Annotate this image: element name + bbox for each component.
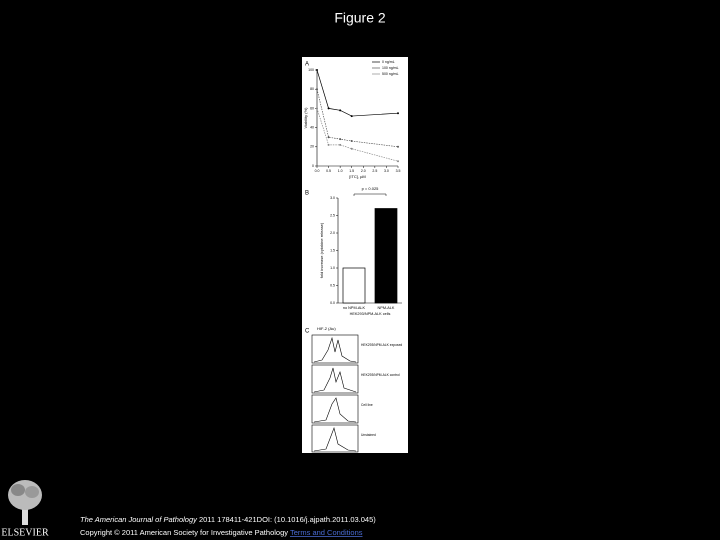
- point: [339, 109, 342, 112]
- citation: The American Journal of Pathology 2011 1…: [80, 515, 376, 524]
- x-tick-label: 2.0: [361, 169, 366, 173]
- y-tick-label: 1.0: [330, 266, 335, 270]
- bar: [342, 267, 366, 304]
- y-tick-label: 0.5: [330, 283, 335, 287]
- group-label: HEK293/NPM-ALK cells: [350, 312, 391, 316]
- x-tick-label: NPM-ALK: [378, 306, 395, 310]
- x-tick-label: 0.5: [326, 169, 331, 173]
- point: [397, 145, 399, 148]
- y-tick-label: 80: [310, 87, 314, 91]
- point: [339, 143, 342, 146]
- point: [327, 107, 330, 110]
- y-tick-label: 100: [308, 68, 314, 72]
- x-axis-label: [ITC], µM: [349, 174, 366, 179]
- significance-bracket: [353, 193, 387, 196]
- point: [327, 136, 330, 139]
- x-tick-label: 3.0: [384, 169, 389, 173]
- logo-text: ELSEVIER: [1, 527, 49, 538]
- y-tick-label: 2.0: [330, 231, 335, 235]
- annotation: p = 0.025: [362, 186, 380, 191]
- terms-link[interactable]: Terms and Conditions: [290, 528, 363, 537]
- point: [316, 88, 318, 91]
- x-tick-label: 3.5: [396, 169, 401, 173]
- x-tick-label: 2.5: [372, 169, 377, 173]
- point: [397, 112, 399, 115]
- y-tick-label: 2.5: [330, 213, 335, 217]
- y-tick-label: 1.5: [330, 248, 335, 252]
- row-label: Unstained: [361, 433, 376, 437]
- y-tick-label: 40: [310, 126, 314, 130]
- citation-details: 2011 178411-421DOI: (10.1016/j.ajpath.20…: [197, 515, 376, 524]
- bar: [374, 208, 398, 304]
- y-tick-label: 20: [310, 145, 314, 149]
- journal: The American Journal of Pathology: [80, 515, 198, 524]
- row-label: Cell line: [361, 403, 373, 407]
- y-tick-label: 60: [310, 106, 314, 110]
- copyright: Copyright © 2011 American Society for In…: [80, 528, 363, 537]
- y-tick-label: 0.0: [330, 301, 335, 305]
- panel-label: B: [305, 191, 309, 197]
- point: [316, 107, 318, 110]
- series-line: [316, 108, 399, 162]
- y-tick-label: 0: [312, 164, 314, 168]
- x-tick-label: 1.0: [338, 169, 343, 173]
- point: [316, 69, 318, 71]
- panel-c-axis-title: HIF-2 (Au): [317, 326, 336, 331]
- x-tick-label: 1.5: [349, 169, 354, 173]
- copyright-text: Copyright © 2011 American Society for In…: [80, 528, 290, 537]
- histograms: [311, 334, 359, 453]
- slide-title: Figure 2: [334, 10, 386, 26]
- point: [350, 115, 353, 118]
- logo-tree: [8, 480, 42, 525]
- panel-label: C: [305, 329, 310, 335]
- legend-label: 0 ng/mL: [382, 60, 395, 64]
- y-tick-label: 3.0: [330, 196, 335, 200]
- row-label: HEK293/NPM-ALK control: [361, 373, 400, 377]
- panel-label: A: [305, 62, 309, 68]
- x-tick-label: no NPM-ALK: [343, 306, 366, 310]
- y-axis-label: fold increase (cytokine release): [319, 222, 324, 278]
- legend-label: 500 ng/mL: [382, 72, 399, 76]
- point: [327, 143, 330, 146]
- point: [350, 147, 353, 150]
- point: [350, 140, 353, 143]
- point: [397, 160, 399, 163]
- point: [339, 138, 342, 141]
- x-tick-label: 0.0: [315, 169, 320, 173]
- row-label: HEK293/NPM-ALK exposed: [361, 343, 402, 347]
- y-axis-label: Viability (%): [303, 107, 308, 129]
- legend-label: 100 ng/mL: [382, 66, 399, 70]
